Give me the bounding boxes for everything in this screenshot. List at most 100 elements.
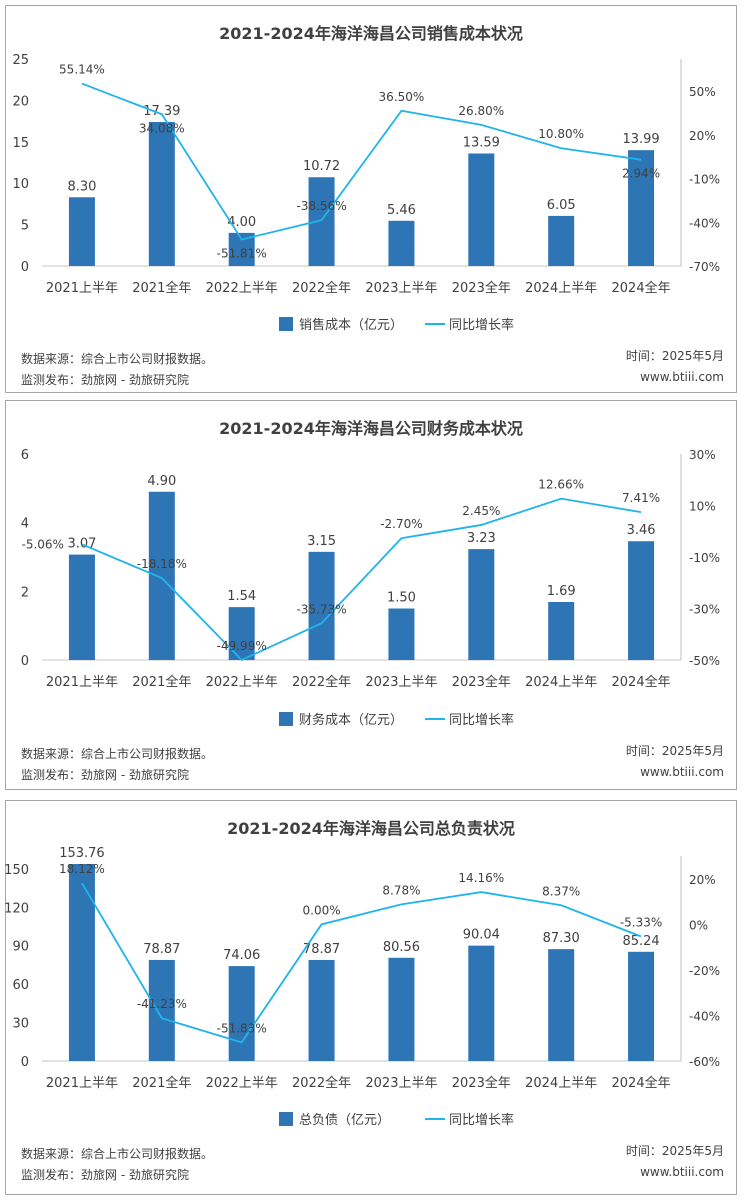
x-tick-label: 2021全年 xyxy=(132,280,191,296)
bar-value-label: 153.76 xyxy=(59,846,105,861)
bar xyxy=(548,215,575,266)
legend-line-label: 同比增长率 xyxy=(449,712,514,728)
bar-value-label: 3.46 xyxy=(627,523,656,538)
chart-title: 2021-2024年海洋海昌公司销售成本状况 xyxy=(219,24,523,43)
footer-left: 数据来源：综合上市公司财报数据。 监测发布：劲旅网 - 劲旅研究院 xyxy=(21,1144,213,1186)
y2-tick-label: 20% xyxy=(689,129,716,143)
publisher-text: 监测发布：劲旅网 - 劲旅研究院 xyxy=(21,768,189,782)
date-text: 时间：2025年5月 xyxy=(625,349,724,363)
y2-tick-label: 30% xyxy=(689,448,716,462)
y-tick-label: 90 xyxy=(12,940,29,955)
bar xyxy=(388,957,415,1061)
x-tick-label: 2024上半年 xyxy=(525,675,597,690)
x-tick-label: 2023上半年 xyxy=(365,281,437,296)
publisher-text: 监测发布：劲旅网 - 劲旅研究院 xyxy=(21,1168,189,1182)
bar-value-label: 78.87 xyxy=(303,942,340,957)
line-value-label: -51.83% xyxy=(217,1021,267,1035)
x-tick-label: 2021上半年 xyxy=(46,1076,118,1091)
y-tick-label: 150 xyxy=(4,863,29,878)
bar-value-label: 1.50 xyxy=(387,591,416,606)
y2-tick-label: -20% xyxy=(689,964,720,978)
line-value-label: -35.73% xyxy=(297,602,347,616)
bar xyxy=(68,554,95,660)
y2-tick-label: -30% xyxy=(689,603,720,617)
line-value-label: 8.37% xyxy=(542,884,580,898)
x-tick-label: 2023全年 xyxy=(452,674,511,690)
legend-bar-label: 总负债（亿元） xyxy=(299,1113,390,1128)
x-tick-label: 2023上半年 xyxy=(365,1076,437,1091)
x-tick-label: 2022全年 xyxy=(292,674,351,690)
date-text: 时间：2025年5月 xyxy=(625,744,724,758)
y-tick-label: 2 xyxy=(21,585,29,600)
bar xyxy=(468,549,495,660)
legend-line-label: 同比增长率 xyxy=(449,1112,514,1128)
chart-title: 2021-2024年海洋海昌公司财务成本状况 xyxy=(219,419,523,438)
y-tick-label: 60 xyxy=(12,978,29,993)
growth-rate-line xyxy=(81,82,642,241)
site-text: www.btiii.com xyxy=(640,765,724,779)
y2-tick-label: -10% xyxy=(689,551,720,565)
growth-rate-line xyxy=(81,882,642,1044)
footer-left: 数据来源：综合上市公司财报数据。 监测发布：劲旅网 - 劲旅研究院 xyxy=(21,349,213,391)
line-value-label: -41.23% xyxy=(137,997,187,1011)
bar-value-label: 80.56 xyxy=(383,940,420,955)
bar-value-label: 3.23 xyxy=(467,531,496,546)
chart-title: 2021-2024年海洋海昌公司总负责状况 xyxy=(227,819,515,838)
legend-line-label: 同比增长率 xyxy=(449,317,514,333)
bar-value-label: 74.06 xyxy=(223,948,260,963)
y-tick-label: 120 xyxy=(4,901,29,916)
x-tick-label: 2022全年 xyxy=(292,1075,351,1091)
y-tick-label: 15 xyxy=(12,136,29,151)
bar-value-label: 10.72 xyxy=(303,159,340,174)
bar-value-label: 4.90 xyxy=(147,474,176,489)
line-value-label: 12.66% xyxy=(538,478,584,492)
x-tick-label: 2022上半年 xyxy=(206,675,278,690)
bar xyxy=(148,959,175,1061)
bar-value-label: 5.46 xyxy=(387,203,416,218)
source-text: 数据来源：综合上市公司财报数据。 xyxy=(21,352,214,366)
x-tick-label: 2021上半年 xyxy=(46,675,118,690)
chart-svg: 0 30 60 90 120 150 -60% -40% -20% 0% 20% 2021上半年 202… xyxy=(4,846,720,1128)
bar-value-label: 13.59 xyxy=(463,135,500,150)
bar-value-label: 85.24 xyxy=(622,934,659,949)
line-value-label: -2.70% xyxy=(380,517,422,531)
y-tick-label: 25 xyxy=(12,53,29,68)
line-value-label: 8.78% xyxy=(382,883,420,897)
y-tick-label: 0 xyxy=(21,1055,29,1070)
line-value-label: 7.41% xyxy=(622,491,660,505)
x-tick-label: 2021全年 xyxy=(132,674,191,690)
legend-bar-label: 销售成本（亿元） xyxy=(299,317,403,333)
bar xyxy=(548,949,575,1061)
chart-panel-sales-cost: 2021-2024年海洋海昌公司销售成本状况 0 5 10 15 20 25 -70% -40… xyxy=(5,5,737,393)
bar-value-label: 6.05 xyxy=(547,198,576,213)
growth-rate-line xyxy=(81,497,642,662)
y2-tick-label: 10% xyxy=(689,500,716,514)
line-value-label: -5.33% xyxy=(620,915,662,929)
bar-value-label: 87.30 xyxy=(543,931,580,946)
line-value-label: -18.18% xyxy=(137,557,187,571)
y2-tick-label: 50% xyxy=(689,85,716,99)
bar xyxy=(468,153,495,266)
line-value-label: 0.00% xyxy=(303,903,341,917)
line-value-label: 36.50% xyxy=(379,90,425,104)
x-tick-label: 2024全年 xyxy=(612,674,671,690)
y-tick-label: 4 xyxy=(21,517,29,532)
line-value-label: -51.81% xyxy=(217,246,267,260)
x-tick-label: 2023全年 xyxy=(452,280,511,296)
y2-tick-label: -40% xyxy=(689,1009,720,1023)
x-tick-label: 2024上半年 xyxy=(525,281,597,296)
x-tick-label: 2024全年 xyxy=(612,1075,671,1091)
publisher-text: 监测发布：劲旅网 - 劲旅研究院 xyxy=(21,373,189,387)
chart-panel-finance-cost: 2021-2024年海洋海昌公司财务成本状况 0 2 4 6 -50% -30% -10% 1… xyxy=(5,400,737,790)
bar xyxy=(68,197,95,266)
legend-bar-label: 财务成本（亿元） xyxy=(299,712,403,728)
x-tick-label: 2023全年 xyxy=(452,1075,511,1091)
footer-right: 时间：2025年5月 www.btiii.com xyxy=(626,741,724,783)
bar xyxy=(308,959,335,1061)
y-tick-label: 6 xyxy=(21,448,29,463)
bar-value-label: 4.00 xyxy=(227,215,256,230)
bar-value-label: 78.87 xyxy=(143,942,180,957)
line-value-label: 55.14% xyxy=(59,63,105,77)
y2-tick-label: -40% xyxy=(689,216,720,230)
footer-left: 数据来源：综合上市公司财报数据。 监测发布：劲旅网 - 劲旅研究院 xyxy=(21,744,213,786)
